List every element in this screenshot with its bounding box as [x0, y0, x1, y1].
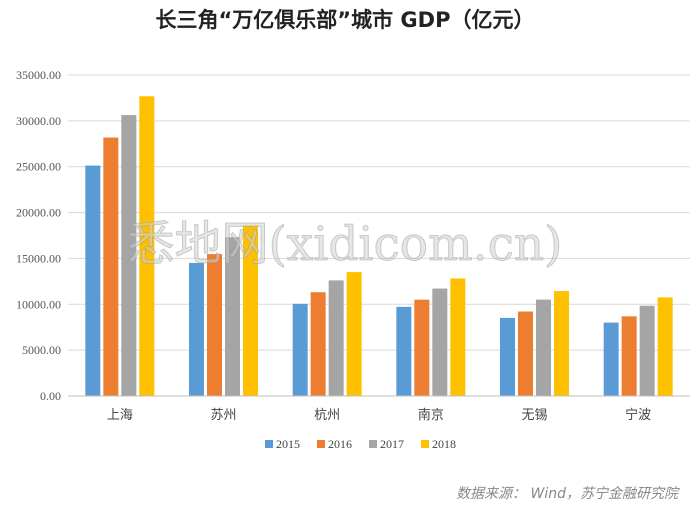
y-tick-label: 30000.00	[16, 114, 61, 128]
x-tick-label: 南京	[418, 407, 444, 423]
bar-2017-0	[121, 115, 137, 396]
bar-2017-4	[536, 299, 551, 396]
bar-2015-3	[396, 306, 412, 396]
legend-swatch-2015	[265, 440, 273, 448]
y-tick-label: 10000.00	[16, 297, 61, 311]
bar-2015-0	[85, 165, 101, 396]
legend-label: 2015	[276, 437, 300, 451]
y-tick-label: 35000.00	[16, 68, 61, 82]
bar-2018-4	[554, 291, 569, 396]
x-tick-label: 苏州	[210, 407, 236, 423]
bar-2015-1	[189, 262, 204, 396]
x-tick-label: 杭州	[314, 408, 340, 423]
bar-2018-3	[450, 278, 466, 396]
legend-swatch-2018	[421, 440, 429, 448]
bar-2015-4	[500, 317, 515, 396]
y-tick-label: 15000.00	[16, 251, 61, 265]
bar-2018-1	[243, 225, 258, 396]
bars	[85, 96, 673, 397]
bar-2016-4	[518, 311, 533, 396]
bar-2018-2	[346, 272, 362, 396]
bar-2017-2	[328, 280, 344, 396]
legend-swatch-2016	[317, 440, 325, 448]
watermark: 悉地网(xidicom.cn)	[127, 217, 562, 272]
bar-2016-5	[621, 316, 637, 396]
x-tick-label: 上海	[107, 408, 133, 423]
bar-2016-0	[103, 137, 119, 396]
bar-2017-3	[432, 288, 448, 396]
x-tick-label: 宁波	[625, 407, 651, 423]
legend-label: 2017	[380, 437, 404, 451]
y-axis: 0.00 5000.00 10000.00 15000.00 20000.00 25000…	[16, 68, 61, 403]
bar-2017-1	[225, 237, 240, 396]
bar-2015-2	[292, 303, 308, 396]
bar-2015-5	[603, 322, 619, 396]
y-tick-label: 0.00	[40, 389, 61, 403]
bar-2016-1	[207, 254, 222, 396]
bar-2016-3	[414, 299, 430, 396]
y-tick-label: 25000.00	[16, 160, 61, 174]
legend-label: 2016	[328, 437, 352, 451]
bar-2018-0	[139, 96, 155, 397]
x-tick-label: 无锡	[521, 408, 547, 423]
legend-swatch-2017	[369, 440, 377, 448]
legend-label: 2018	[432, 437, 456, 451]
bar-2017-5	[639, 305, 655, 396]
x-axis: 上海 苏州 杭州 南京 无锡 宁波	[68, 395, 690, 423]
grid-lines	[68, 74, 690, 397]
bar-2016-2	[310, 292, 326, 396]
legend: 2015 2016 2017 2018	[265, 437, 456, 451]
chart-title: 长三角“万亿俱乐部”城市 GDP（亿元）	[156, 8, 535, 32]
bar-2018-5	[657, 297, 673, 396]
y-tick-label: 20000.00	[16, 206, 61, 220]
y-tick-label: 5000.00	[22, 343, 61, 357]
source-note: 数据来源： Wind，苏宁金融研究院	[456, 486, 680, 502]
